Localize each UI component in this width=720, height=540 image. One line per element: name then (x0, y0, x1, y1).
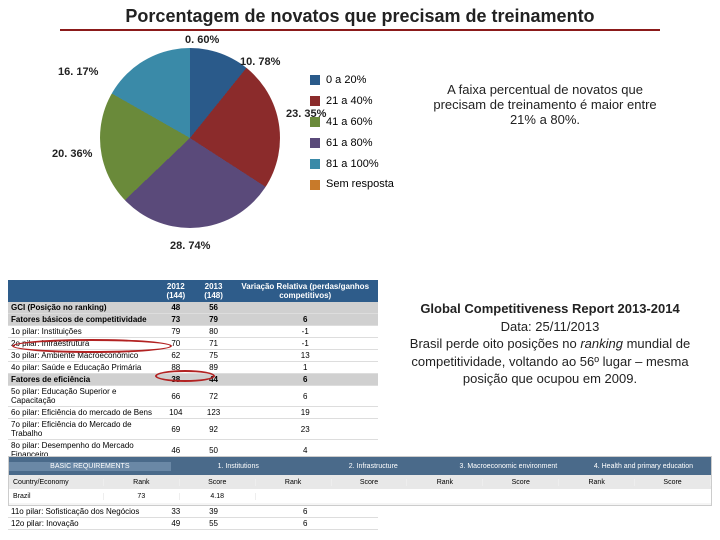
legend-item: 21 a 40% (310, 91, 394, 112)
legend-label: 0 a 20% (326, 70, 366, 91)
legend-swatch (310, 117, 320, 127)
gcr-date: Data: 25/11/2013 (501, 319, 600, 334)
legend-item: 0 a 20% (310, 70, 394, 91)
pillars-sub: Rank (256, 479, 332, 486)
pillars-sub: Rank (559, 479, 635, 486)
pillars-data-row: Brazil 734.18 (9, 489, 711, 503)
pillars-header-cell: 4. Health and primary education (576, 462, 711, 471)
legend-swatch (310, 180, 320, 190)
pie-canvas (100, 48, 280, 228)
legend-item: Sem resposta (310, 174, 394, 195)
pillars-sub: Score (332, 479, 408, 486)
legend-swatch (310, 159, 320, 169)
legend-swatch (310, 138, 320, 148)
legend-label: 41 a 60% (326, 112, 372, 133)
gcr-commentary: Global Competitiveness Report 2013-2014 … (400, 300, 700, 388)
pillars-sub: Rank (104, 479, 180, 486)
legend-label: 21 a 40% (326, 91, 372, 112)
legend-item: 61 a 80% (310, 133, 394, 154)
pillars-val: 4.18 (180, 493, 256, 500)
callout-text: A faixa percentual de novatos que precis… (420, 82, 670, 127)
gcr-body-a: Brasil perde oito posições no (410, 336, 581, 351)
pillars-sub: Score (180, 479, 256, 486)
legend-label: 61 a 80% (326, 133, 372, 154)
page-title: Porcentagem de novatos que precisam de t… (60, 6, 660, 31)
pillars-subheader: Country/Economy RankScore RankScore Rank… (9, 475, 711, 489)
legend-swatch (310, 96, 320, 106)
pillars-header-cell: 1. Institutions (171, 462, 306, 471)
pie-label-41-60: 20. 36% (52, 148, 92, 160)
pillars-header-cell: 2. Infrastructure (306, 462, 441, 471)
pillars-country-header: Country/Economy (9, 479, 104, 486)
gcr-body-ranking: ranking (580, 336, 623, 351)
pie-chart: 10. 78% 23. 35% 20. 36% 28. 74% 16. 17% (100, 48, 280, 228)
gcr-title: Global Competitiveness Report 2013-2014 (420, 301, 679, 316)
pie-label-81-100: 16. 17% (58, 66, 98, 78)
pillars-strip: BASIC REQUIREMENTS 1. Institutions 2. In… (8, 456, 712, 506)
legend-item: 81 a 100% (310, 154, 394, 175)
pillars-val: 73 (104, 493, 180, 500)
pie-label-0-20: 10. 78% (240, 56, 280, 68)
legend-item: 41 a 60% (310, 112, 394, 133)
legend-label: Sem resposta (326, 174, 394, 195)
pillars-header-cell: 3. Macroeconomic environment (441, 462, 576, 471)
pillars-country: Brazil (9, 493, 104, 500)
pie-label-sem-resposta: 0. 60% (185, 34, 219, 46)
pillars-header-cell: BASIC REQUIREMENTS (9, 462, 171, 471)
pillars-header: BASIC REQUIREMENTS 1. Institutions 2. In… (9, 457, 711, 475)
pie-label-61-80: 28. 74% (170, 240, 210, 252)
pillars-sub: Score (635, 479, 711, 486)
pillars-sub: Score (483, 479, 559, 486)
pillars-sub: Rank (407, 479, 483, 486)
legend-swatch (310, 75, 320, 85)
pie-legend: 0 a 20% 21 a 40% 41 a 60% 61 a 80% 81 a … (310, 70, 394, 195)
legend-label: 81 a 100% (326, 154, 379, 175)
